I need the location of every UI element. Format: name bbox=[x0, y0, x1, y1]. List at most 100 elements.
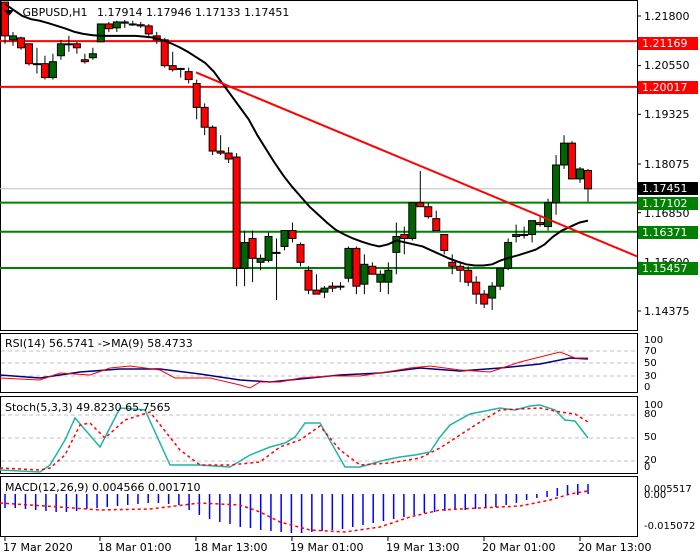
candle-body bbox=[160, 39, 169, 67]
candle-body bbox=[528, 220, 537, 236]
macd-tick: 0.005517 bbox=[644, 484, 692, 495]
candle-body bbox=[264, 236, 273, 261]
candle-body bbox=[376, 273, 385, 283]
stoch-pane-frame bbox=[0, 396, 638, 474]
rsi-title: RSI(14) 56.5741 ->MA(9) 58.4733 bbox=[5, 337, 193, 350]
time-label: 20 Mar 01:00 bbox=[482, 541, 556, 554]
moving-average-line bbox=[4, 3, 589, 267]
ohlc-values: 1.17914 1.17946 1.17133 1.17451 bbox=[96, 6, 290, 19]
candle-body bbox=[224, 152, 233, 160]
macd-title: MACD(12,26,9) 0.004566 0.001710 bbox=[5, 481, 201, 494]
stoch-main-line bbox=[0, 404, 589, 473]
candle-body bbox=[24, 43, 33, 65]
candle-body bbox=[416, 202, 425, 208]
candle-body bbox=[392, 236, 401, 253]
price-tick: 1.21800 bbox=[644, 10, 690, 23]
candle-body bbox=[448, 261, 457, 267]
time-label: 17 Mar 2020 bbox=[3, 541, 73, 554]
time-label: 20 Mar 13:00 bbox=[578, 541, 652, 554]
rsi-tick: 50 bbox=[644, 358, 657, 369]
candle-body bbox=[256, 257, 265, 263]
candle-body bbox=[472, 281, 481, 295]
candle-body bbox=[272, 251, 281, 254]
level-tag-resistance: 1.21169 bbox=[638, 37, 698, 50]
candle-body bbox=[440, 234, 449, 251]
candle-body bbox=[520, 234, 529, 237]
candle-body bbox=[184, 71, 193, 81]
candle-body bbox=[96, 23, 105, 43]
candle-body bbox=[480, 293, 489, 305]
stoch-tick: 0 bbox=[644, 462, 651, 473]
stoch-tick: 20 bbox=[644, 455, 657, 466]
macd-tick: 0.00 bbox=[644, 490, 667, 501]
candle-body bbox=[560, 142, 569, 166]
macd-signal-line bbox=[0, 490, 589, 533]
candle-body bbox=[80, 59, 89, 63]
candle-body bbox=[408, 202, 417, 239]
candle-body bbox=[232, 156, 241, 269]
macd-pane-frame bbox=[0, 476, 638, 537]
trendline bbox=[195, 71, 638, 258]
level-tag-support: 1.16371 bbox=[638, 226, 698, 239]
candle-body bbox=[240, 241, 249, 269]
candle-body bbox=[432, 218, 441, 232]
candle-body bbox=[192, 83, 201, 108]
rsi-ma-line bbox=[0, 357, 589, 383]
candle-body bbox=[280, 230, 289, 247]
candle-body bbox=[512, 234, 521, 238]
candle-body bbox=[344, 247, 353, 279]
rsi-pane-frame bbox=[0, 333, 638, 393]
price-tick: 1.18075 bbox=[644, 158, 690, 171]
time-label: 19 Mar 01:00 bbox=[290, 541, 364, 554]
candle-body bbox=[336, 285, 345, 288]
candle-body bbox=[168, 65, 177, 71]
main-pane-frame bbox=[0, 0, 638, 331]
candle-body bbox=[288, 230, 297, 239]
candle-body bbox=[488, 285, 497, 299]
candle-body bbox=[208, 126, 217, 152]
stoch-title: Stoch(5,3,3) 49.8230 65.7565 bbox=[5, 401, 171, 414]
candle-body bbox=[552, 164, 561, 204]
candle-body bbox=[352, 247, 361, 287]
candle-body bbox=[536, 222, 545, 226]
candle-body bbox=[88, 53, 97, 59]
time-label: 18 Mar 01:00 bbox=[98, 541, 172, 554]
rsi-tick: 100 bbox=[644, 335, 664, 346]
level-tag-support: 1.15457 bbox=[638, 262, 698, 275]
candle-body bbox=[64, 43, 73, 46]
candle-body bbox=[1, 1, 9, 37]
candle-body bbox=[248, 237, 257, 259]
candle-body bbox=[48, 61, 57, 79]
price-tick: 1.19325 bbox=[644, 108, 690, 121]
rsi-tick: 70 bbox=[644, 346, 657, 357]
candle-body bbox=[176, 67, 185, 70]
candle-body bbox=[144, 25, 153, 35]
candle-body bbox=[32, 63, 41, 66]
candle-body bbox=[56, 43, 65, 57]
stoch-signal-line bbox=[0, 407, 589, 471]
candle-body bbox=[328, 285, 337, 289]
candle-body bbox=[296, 243, 305, 263]
time-label: 18 Mar 13:00 bbox=[194, 541, 268, 554]
candle-body bbox=[368, 265, 377, 275]
candle-body bbox=[128, 23, 137, 26]
candle-body bbox=[304, 269, 313, 291]
current-price-tag: 1.17451 bbox=[638, 182, 698, 195]
price-tick: 1.16850 bbox=[644, 207, 690, 220]
candle-body bbox=[200, 106, 209, 128]
candle-body bbox=[104, 23, 113, 30]
level-tag-support: 1.17102 bbox=[638, 197, 698, 210]
menu-triangle-icon[interactable] bbox=[4, 10, 14, 16]
time-label: 19 Mar 13:00 bbox=[386, 541, 460, 554]
candle-body bbox=[120, 21, 129, 24]
candle-body bbox=[8, 35, 17, 41]
candle-body bbox=[424, 206, 433, 218]
stoch-tick: 50 bbox=[644, 432, 657, 443]
header: GBPUSD,H1 1.17914 1.17946 1.17133 1.1745… bbox=[4, 6, 289, 19]
rsi-tick: 30 bbox=[644, 371, 657, 382]
candle-body bbox=[216, 150, 225, 154]
candle-body bbox=[504, 241, 513, 269]
rsi-line bbox=[0, 351, 588, 389]
stoch-tick: 100 bbox=[644, 400, 664, 411]
